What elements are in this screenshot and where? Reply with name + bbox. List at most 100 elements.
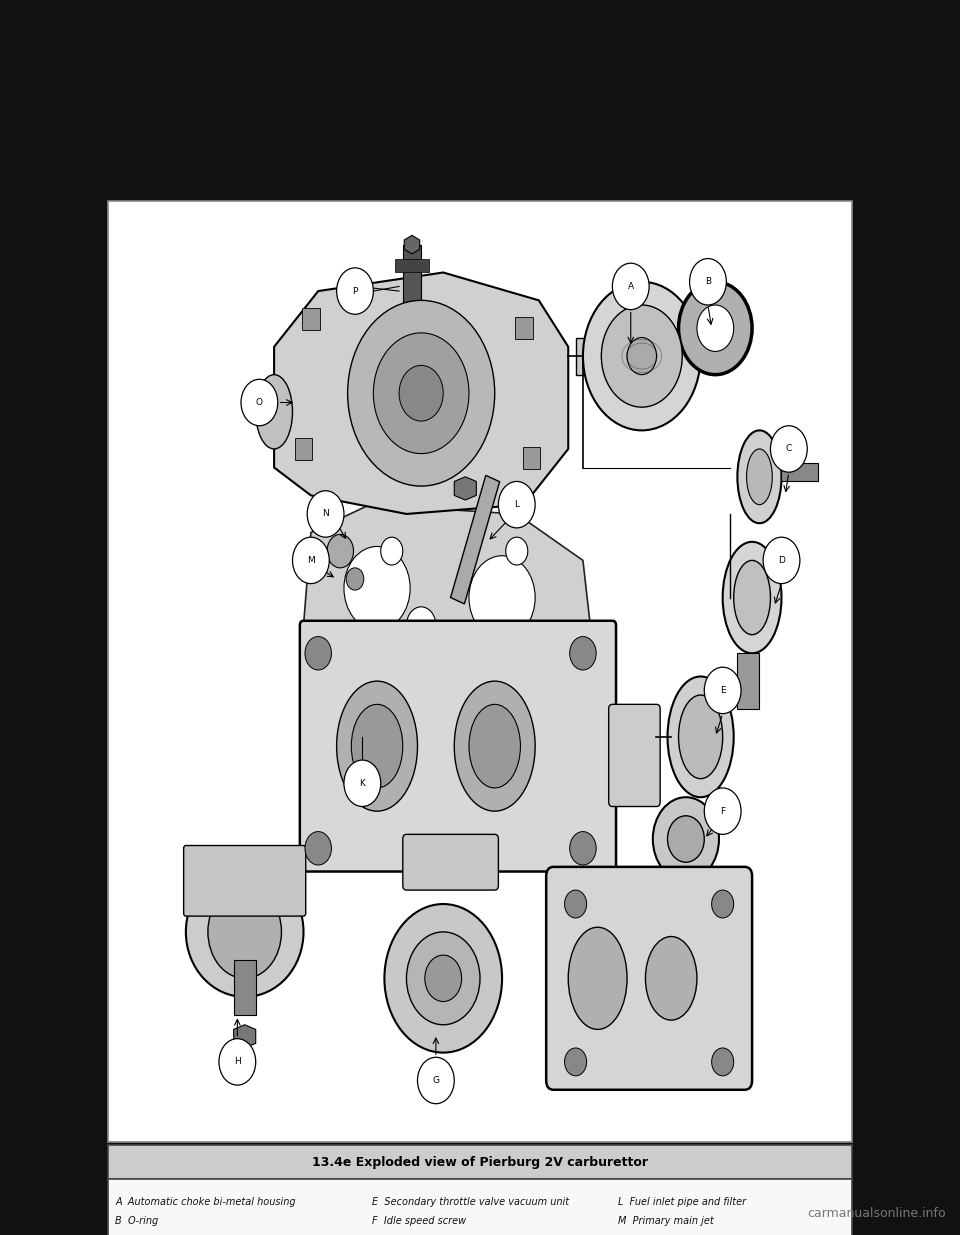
Text: L: L [515,500,519,509]
Polygon shape [303,505,590,682]
Ellipse shape [568,927,627,1030]
FancyBboxPatch shape [546,867,752,1089]
Circle shape [384,904,502,1052]
Text: C: C [785,445,792,453]
Text: A: A [628,282,634,291]
Circle shape [399,366,444,421]
Text: O: O [256,398,263,408]
Circle shape [381,537,403,566]
Circle shape [506,537,528,566]
Circle shape [679,282,752,374]
Circle shape [406,606,436,643]
FancyBboxPatch shape [300,621,616,872]
Circle shape [627,337,657,374]
Circle shape [327,535,353,568]
Circle shape [469,556,535,640]
Text: F: F [720,806,725,815]
Bar [522,447,540,469]
Ellipse shape [733,561,771,635]
FancyBboxPatch shape [183,846,305,916]
Text: N: N [323,510,329,519]
Polygon shape [576,337,642,374]
Circle shape [219,1039,255,1086]
Ellipse shape [351,704,403,788]
Circle shape [653,798,719,881]
Text: 13.4e Exploded view of Pierburg 2V carburettor: 13.4e Exploded view of Pierburg 2V carbu… [312,1156,648,1168]
Bar [108,1179,852,1235]
Circle shape [406,932,480,1025]
Text: F  Idle speed screw: F Idle speed screw [372,1216,467,1226]
Circle shape [564,890,587,918]
Text: H: H [234,1057,241,1066]
Ellipse shape [723,542,781,653]
Text: L  Fuel inlet pipe and filter: L Fuel inlet pipe and filter [618,1197,746,1207]
Text: carmanualsonline.info: carmanualsonline.info [807,1207,946,1220]
Bar [233,960,255,1015]
Ellipse shape [469,704,520,788]
Text: M  Primary main jet: M Primary main jet [618,1216,713,1226]
Circle shape [612,263,649,310]
Text: P: P [352,287,358,295]
Ellipse shape [679,695,723,778]
Circle shape [208,885,281,978]
Bar [516,317,533,340]
Circle shape [305,636,331,669]
Circle shape [569,831,596,864]
Circle shape [711,890,733,918]
Text: E: E [720,685,726,695]
Ellipse shape [255,374,293,450]
Circle shape [305,831,331,864]
Polygon shape [233,1025,255,1049]
Circle shape [697,305,733,352]
Ellipse shape [454,682,535,811]
Circle shape [425,955,462,1002]
Circle shape [344,546,410,630]
Text: M: M [307,556,315,564]
Circle shape [689,258,727,305]
Circle shape [293,537,329,584]
Circle shape [373,333,469,453]
Text: E  Secondary throttle valve vacuum unit: E Secondary throttle valve vacuum unit [372,1197,569,1207]
Text: K: K [359,779,365,788]
Circle shape [344,760,381,806]
Ellipse shape [337,682,418,811]
Bar [737,653,759,709]
Text: B: B [705,278,711,287]
Bar [108,1145,852,1179]
Ellipse shape [186,867,303,997]
Circle shape [348,300,494,487]
Bar [450,475,499,604]
Polygon shape [275,273,568,514]
Polygon shape [454,477,476,500]
Circle shape [763,537,800,584]
Text: B  O-ring: B O-ring [115,1216,158,1226]
Circle shape [569,636,596,669]
Circle shape [583,282,701,430]
Text: A  Automatic choke bi-metal housing: A Automatic choke bi-metal housing [115,1197,296,1207]
Ellipse shape [645,936,697,1020]
Bar [781,463,818,482]
Ellipse shape [667,677,733,798]
Polygon shape [404,236,420,254]
Circle shape [241,379,277,426]
Bar [403,245,421,319]
Circle shape [337,268,373,314]
Circle shape [347,568,364,590]
Circle shape [418,1057,454,1104]
Text: G: G [432,1076,440,1086]
FancyBboxPatch shape [403,835,498,890]
Circle shape [705,667,741,714]
Circle shape [667,816,705,862]
FancyBboxPatch shape [609,704,660,806]
Bar [396,258,428,273]
Ellipse shape [737,430,781,524]
Bar [295,437,312,461]
Bar [108,201,852,1142]
Circle shape [498,482,535,527]
Text: D: D [778,556,785,564]
Circle shape [705,788,741,835]
Circle shape [711,1049,733,1076]
Circle shape [771,426,807,472]
Circle shape [564,1049,587,1076]
Circle shape [307,490,344,537]
